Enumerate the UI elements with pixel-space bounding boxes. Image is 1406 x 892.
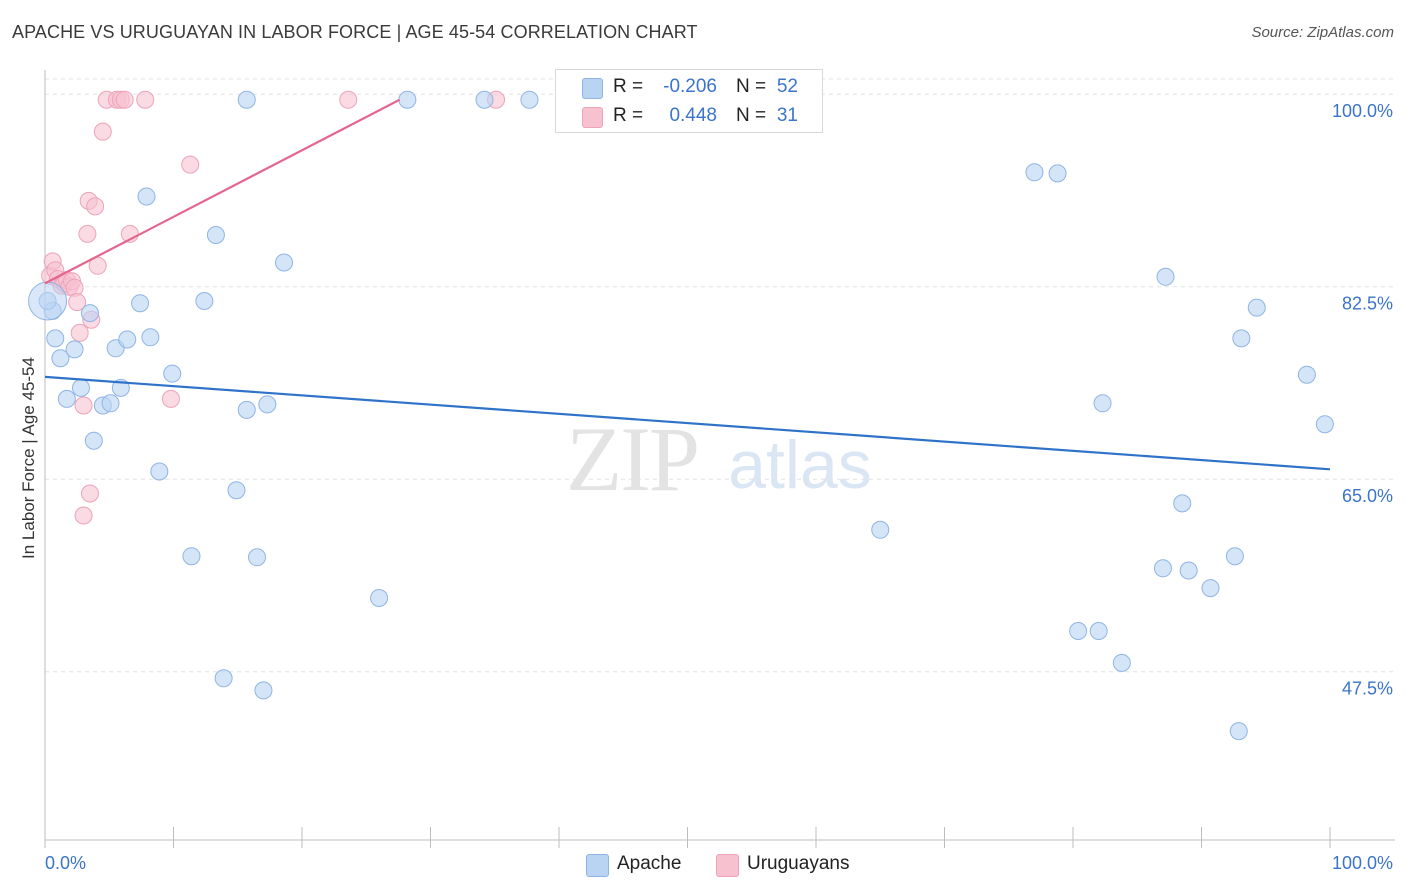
uruguayan-point	[68, 293, 87, 312]
apache-point	[46, 329, 65, 348]
apache-point	[80, 304, 99, 323]
x-tick-label: 0.0%	[45, 853, 86, 873]
uruguayan-point	[80, 484, 99, 503]
uruguayan-legend-swatch	[716, 854, 739, 877]
apache-point	[1048, 164, 1067, 183]
apache-point	[71, 378, 90, 397]
apache-point	[871, 520, 890, 539]
apache-point	[370, 589, 389, 607]
apache-point	[1232, 329, 1251, 348]
apache-swatch	[582, 78, 603, 99]
apache-point	[1315, 415, 1334, 434]
y-tick-label: 65.0%	[1342, 486, 1393, 506]
apache-point	[254, 681, 273, 700]
series-legend: Apache Uruguayans	[0, 852, 1406, 878]
uruguayan-point	[115, 90, 134, 109]
apache-point	[1247, 298, 1266, 317]
apache-point	[1089, 622, 1108, 640]
apache-point	[227, 481, 246, 500]
apache-point	[1156, 267, 1175, 286]
y-tick-label: 100.0%	[1332, 101, 1393, 121]
apache-point	[163, 364, 182, 383]
apache-n-label: N =	[736, 76, 767, 97]
uruguayan-point	[136, 90, 155, 109]
apache-point	[1179, 561, 1198, 580]
apache-point	[1229, 722, 1248, 741]
uruguayan-point	[93, 122, 112, 141]
apache-point	[195, 292, 214, 310]
uruguayan-point	[70, 323, 89, 342]
apache-trendline	[44, 375, 1331, 471]
apache-point	[118, 330, 137, 349]
apache-point	[101, 394, 120, 413]
watermark-atlas: atlas	[728, 427, 872, 503]
apache-point	[248, 548, 267, 567]
apache-point	[237, 90, 256, 109]
uruguayan-point	[74, 396, 93, 415]
apache-r-value: -0.206	[663, 76, 717, 97]
apache-point	[1069, 622, 1088, 640]
apache-point	[398, 90, 417, 109]
apache-n-value: 52	[776, 76, 798, 97]
apache-point	[1025, 163, 1044, 182]
apache-point	[475, 90, 494, 109]
apache-point	[258, 395, 277, 414]
x-tick-label: 100.0%	[1332, 853, 1393, 873]
apache-legend-label: Apache	[617, 853, 682, 874]
stats-legend: R = -0.206 N = 52 R = 0.448 N = 31	[555, 69, 823, 133]
apache-point	[1173, 494, 1192, 513]
source-credit: Source: ZipAtlas.com	[1251, 24, 1394, 41]
apache-point	[51, 349, 70, 368]
uruguayan-r-label: R =	[613, 105, 644, 126]
uruguayan-swatch	[582, 107, 603, 128]
apache-point	[84, 431, 103, 450]
uruguayan-point	[161, 389, 180, 408]
apache-point	[214, 669, 233, 688]
apache-r-label: R =	[613, 76, 644, 97]
apache-point	[237, 400, 256, 419]
uruguayan-point	[74, 506, 93, 525]
apache-point	[1297, 365, 1316, 384]
y-tick-label: 82.5%	[1342, 294, 1393, 314]
uruguayan-trendline	[44, 98, 401, 285]
watermark-zip: ZIP	[566, 408, 698, 510]
uruguayan-point	[181, 155, 200, 174]
apache-point	[520, 90, 539, 109]
apache-point	[131, 294, 150, 313]
uruguayan-legend-label: Uruguayans	[747, 853, 850, 874]
apache-point	[1093, 394, 1112, 413]
apache-point	[1201, 579, 1220, 598]
apache-point	[137, 187, 156, 206]
apache-point	[1153, 559, 1172, 578]
uruguayan-point	[78, 224, 97, 243]
apache-point	[206, 226, 225, 244]
apache-point	[182, 547, 201, 566]
apache-point	[275, 253, 294, 272]
apache-point	[141, 328, 160, 347]
apache-point	[57, 389, 76, 408]
apache-point	[1225, 547, 1244, 566]
uruguayan-point	[339, 90, 358, 109]
chart-title: APACHE VS URUGUAYAN IN LABOR FORCE | AGE…	[12, 22, 698, 42]
apache-point	[65, 340, 84, 359]
apache-point	[1112, 653, 1131, 672]
apache-cluster-point	[28, 281, 68, 321]
uruguayan-r-value: 0.448	[669, 105, 717, 126]
apache-point	[150, 462, 169, 481]
uruguayan-point	[86, 197, 105, 216]
y-tick-label: 47.5%	[1342, 679, 1393, 699]
uruguayan-n-label: N =	[736, 105, 767, 126]
uruguayan-n-value: 31	[776, 105, 798, 126]
apache-legend-swatch	[586, 854, 609, 877]
